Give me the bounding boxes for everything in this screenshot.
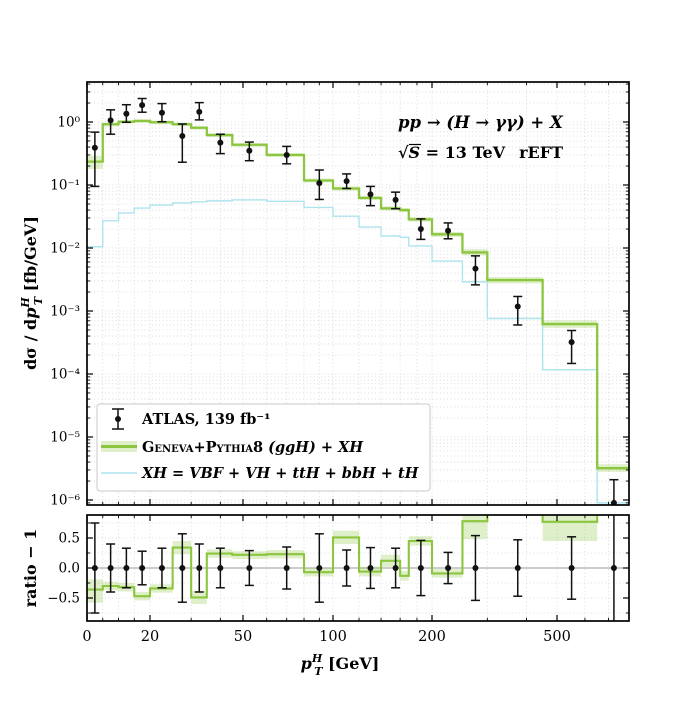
legend: ATLAS, 139 fb⁻¹ Geneva+Pythia8 (ggH) + XH… <box>96 403 431 492</box>
x-tick-label: 500 <box>543 629 571 645</box>
ratio-panel-content <box>87 515 629 621</box>
legend-label-xh: XH = VBF + VH + ttH + bbH + tH <box>141 465 420 482</box>
x-tick-label: 0 <box>82 629 91 645</box>
ratio-tick-label: 0.0 <box>59 561 80 577</box>
x-tick-label: 20 <box>141 629 159 645</box>
y-tick-label: 10⁻² <box>50 241 80 257</box>
y-tick-label: 10⁻⁵ <box>50 430 80 446</box>
ratio-geneva-line <box>87 515 599 599</box>
legend-data-marker <box>115 416 121 422</box>
x-tick-label: 50 <box>234 629 252 645</box>
ratio-tick-label: 0.5 <box>59 531 80 547</box>
y-tick-label: 10⁻¹ <box>50 178 80 194</box>
y-axis-label: dσ / dpHT [fb/GeV] <box>19 216 45 370</box>
ratio-axis-label: ratio − 1 <box>21 529 40 608</box>
axes-frame <box>86 81 630 622</box>
ratio-data-points <box>90 515 617 621</box>
y-tick-label: 10⁰ <box>57 115 80 131</box>
legend-label-geneva: Geneva+Pythia8 (ggH) + XH <box>142 439 364 456</box>
y-tick-label: 10⁻⁶ <box>50 493 80 509</box>
main-panel-frame <box>86 81 630 506</box>
x-tick-label: 100 <box>319 629 347 645</box>
y-tick-label: 10⁻³ <box>50 304 80 320</box>
legend-box <box>96 403 431 492</box>
legend-label-atlas: ATLAS, 139 fb⁻¹ <box>141 411 270 428</box>
labels: 10⁰ 10⁻¹ 10⁻² 10⁻³ 10⁻⁴ 10⁻⁵ 10⁻⁶ 0 20 50 100 200 50… <box>19 113 571 678</box>
x-tick-label: 200 <box>418 629 446 645</box>
process-annotation: pp → (H → γγ) + X <box>398 113 564 132</box>
x-axis-label: pH T [GeV] <box>301 652 380 678</box>
xh-histogram <box>87 199 629 504</box>
ratio-tick-label: −0.5 <box>47 591 80 607</box>
y-tick-label: 10⁻⁴ <box>50 367 80 383</box>
energy-annotation: √S = 13 TeV rEFT <box>398 143 563 162</box>
atlas-data-points <box>90 97 619 505</box>
main-panel-content <box>87 97 629 505</box>
